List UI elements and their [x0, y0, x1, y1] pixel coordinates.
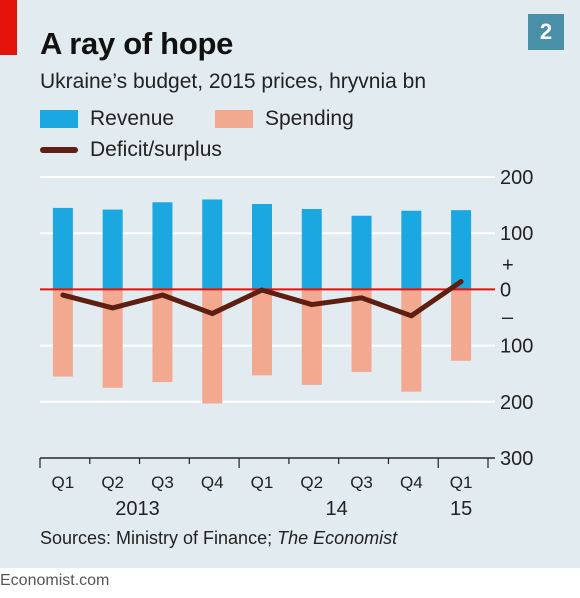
legend-spending-label: Spending: [265, 107, 354, 130]
chart-number-badge: 2: [528, 14, 564, 50]
y-tick-label: 0: [500, 279, 511, 301]
x-tick-label: Q1: [251, 473, 274, 492]
revenue-bar: [351, 215, 372, 290]
revenue-bar: [202, 199, 223, 290]
x-tick-label: Q1: [450, 473, 473, 492]
legend-spending: Spending: [215, 107, 354, 131]
chart-title: A ray of hope: [40, 26, 234, 61]
deficit-line: [60, 279, 464, 319]
spending-bar: [451, 289, 472, 361]
spending-bar: [252, 289, 272, 376]
legend-deficit: Deficit/surplus: [40, 138, 222, 162]
spending-bar: [301, 289, 322, 385]
year-label: 15: [450, 498, 472, 520]
x-tick-label: Q4: [201, 473, 224, 492]
revenue-bar: [52, 207, 73, 290]
year-label: 2013: [115, 498, 160, 520]
spending-bar: [102, 289, 123, 388]
y-tick-label: 100: [500, 223, 533, 245]
revenue-bar: [401, 210, 422, 290]
legend-spending-swatch: [215, 110, 253, 128]
spending-bar: [351, 289, 372, 373]
legend-revenue-label: Revenue: [90, 107, 175, 130]
budget-chart: 200 100 0 100 200 300 + – Q1 Q2 Q3 Q4 Q1 Q2 Q3 Q4 Q1 2013…: [39, 167, 533, 520]
x-tick-label: Q3: [350, 473, 373, 492]
spending-bar: [401, 289, 422, 392]
y-tick-label: 200: [500, 392, 533, 414]
legend-deficit-swatch: [40, 147, 78, 153]
footer-credit: Economist.com: [0, 572, 110, 589]
y-tick-label: 300: [500, 448, 533, 470]
revenue-bar: [102, 209, 123, 290]
x-tick-label: Q1: [52, 473, 75, 492]
chart-panel: [0, 0, 580, 568]
legend-deficit-label: Deficit/surplus: [90, 138, 222, 161]
revenue-bar: [301, 209, 322, 290]
spending-bar: [52, 289, 73, 377]
x-tick-label: Q2: [101, 473, 124, 492]
legend-revenue-swatch: [40, 110, 78, 128]
y-tick-label: 100: [500, 336, 533, 358]
positive-sign-label: +: [502, 254, 514, 276]
spending-bar: [202, 289, 223, 404]
source-italic: The Economist: [277, 528, 398, 548]
legend-revenue: Revenue: [40, 107, 174, 131]
negative-sign-label: –: [502, 306, 514, 328]
y-tick-label: 200: [500, 167, 533, 189]
source-note: Sources: Ministry of Finance; The Econom…: [40, 528, 397, 549]
x-tick-label: Q4: [400, 473, 423, 492]
x-tick-label: Q3: [151, 473, 174, 492]
chart-subtitle: Ukraine’s budget, 2015 prices, hryvnia b…: [40, 70, 427, 93]
year-label: 14: [326, 498, 348, 520]
revenue-bar: [252, 203, 272, 290]
red-tag-decoration: [0, 0, 17, 55]
revenue-bar: [152, 202, 173, 290]
spending-bar: [152, 289, 173, 383]
x-tick-label: Q2: [300, 473, 323, 492]
source-prefix: Sources: Ministry of Finance;: [40, 528, 278, 548]
revenue-bar: [451, 210, 472, 290]
